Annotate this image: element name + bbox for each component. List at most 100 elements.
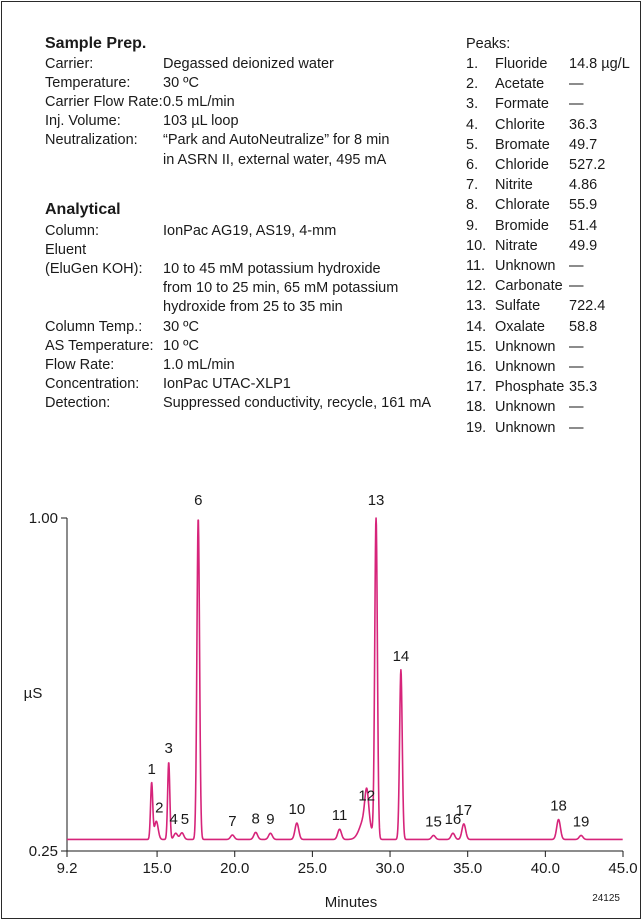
peak-name: Chlorite: [495, 116, 545, 133]
param-label: (EluGen KOH):: [45, 261, 143, 278]
param-label: Concentration:: [45, 375, 140, 392]
x-tick-label: 40.0: [531, 860, 560, 877]
peak-value: —: [569, 399, 584, 416]
param-value: 1.0 mL/min: [163, 356, 235, 373]
peak-value: 527.2: [569, 157, 606, 173]
param-value: Degassed deionized water: [163, 56, 334, 72]
peak-label: 9: [266, 811, 274, 828]
peak-value: —: [569, 76, 584, 93]
param-value: 30 ºC: [163, 318, 199, 335]
param-value: IonPac AG19, AS19, 4-mm: [163, 223, 337, 239]
peak-number: 16.: [466, 359, 487, 375]
peak-value: 55.9: [569, 197, 598, 214]
peak-value: —: [569, 419, 584, 436]
peak-number: 14.: [466, 318, 487, 335]
peak-label: 14: [393, 648, 410, 665]
peak-number: 8.: [466, 197, 479, 214]
peak-name: Bromide: [495, 217, 549, 234]
peak-label: 16: [445, 811, 462, 828]
param-label: Detection:: [45, 394, 111, 411]
peak-label: 4: [170, 811, 178, 828]
peak-number: 10.: [466, 237, 487, 254]
x-tick-label: 15.0: [142, 860, 171, 877]
peaks-title: Peaks:: [466, 36, 511, 52]
peak-number: 13.: [466, 298, 487, 315]
peak-value: —: [569, 258, 584, 274]
peak-value: 49.9: [569, 237, 598, 254]
peak-name: Fluoride: [495, 56, 548, 72]
peak-name: Sulfate: [495, 298, 541, 315]
peak-label: 7: [228, 813, 236, 830]
chromatogram-trace-group: [66, 517, 624, 841]
peak-label: 2: [155, 799, 163, 816]
peak-label: 5: [181, 811, 189, 828]
y-tick-label: 0.25: [29, 843, 58, 860]
peak-name: Unknown: [495, 399, 556, 416]
param-label: Column:: [45, 223, 99, 239]
peak-label: 19: [573, 813, 590, 830]
peak-value: 49.7: [569, 136, 598, 153]
peak-number: 9.: [466, 217, 479, 234]
peak-number: 15.: [466, 338, 487, 355]
peak-value: 4.86: [569, 177, 598, 194]
peak-label: 12: [358, 787, 375, 804]
param-label: Temperature:: [45, 75, 131, 92]
chromatogram-trace: [66, 517, 624, 841]
peak-name: Formate: [495, 96, 549, 113]
peak-name: Chlorate: [495, 197, 550, 214]
peak-label: 6: [194, 492, 202, 509]
param-value: 0.5 mL/min: [163, 94, 235, 111]
sample-prep-title: Sample Prep.: [45, 35, 147, 52]
y-axis-label: µS: [24, 685, 43, 702]
peak-name: Bromate: [495, 136, 550, 153]
peak-label: 18: [550, 797, 567, 814]
peak-name: Unknown: [495, 338, 556, 355]
param-label: Column Temp.:: [45, 318, 143, 335]
x-axis-label: Minutes: [325, 894, 378, 911]
peak-number: 3.: [466, 96, 479, 113]
peak-value: —: [569, 96, 584, 113]
param-value: from 10 to 25 min, 65 mM potassium: [163, 280, 399, 297]
peak-label: 15: [425, 813, 442, 830]
peak-value: 51.4: [569, 217, 598, 234]
x-tick-label: 45.0: [608, 860, 637, 877]
peak-value: 35.3: [569, 379, 598, 396]
param-value: IonPac UTAC-XLP1: [163, 375, 291, 392]
peak-number: 4.: [466, 116, 479, 133]
peak-value: 14.8 µg/L: [569, 56, 630, 72]
peak-value: —: [569, 278, 584, 295]
param-label: Eluent: [45, 242, 87, 259]
peak-label: 1: [147, 761, 155, 778]
peak-label: 11: [332, 807, 348, 824]
peak-number: 5.: [466, 136, 479, 153]
peak-number: 19.: [466, 419, 487, 436]
peak-number: 2.: [466, 76, 479, 93]
peak-value: —: [569, 338, 584, 355]
peak-label: 13: [368, 492, 385, 509]
peak-value: —: [569, 359, 584, 375]
peak-name: Unknown: [495, 258, 556, 274]
peak-value: 722.4: [569, 298, 606, 315]
peak-name: Nitrite: [495, 177, 533, 194]
param-label: Neutralization:: [45, 132, 138, 149]
param-value: in ASRN II, external water, 495 mA: [163, 151, 387, 168]
peak-number: 12.: [466, 278, 487, 295]
param-label: Flow Rate:: [45, 356, 115, 373]
peak-name: Phosphate: [495, 379, 565, 396]
peak-name: Oxalate: [495, 318, 545, 335]
peak-label: 8: [252, 810, 260, 827]
x-tick-label: 35.0: [453, 860, 482, 877]
peak-name: Chloride: [495, 157, 549, 173]
peak-label: 3: [165, 740, 173, 757]
param-label: Inj. Volume:: [45, 113, 121, 130]
x-tick-label: 30.0: [375, 860, 404, 877]
peak-name: Unknown: [495, 419, 556, 436]
param-value: 30 ºC: [163, 75, 199, 92]
param-label: Carrier:: [45, 56, 94, 72]
param-value: hydroxide from 25 to 35 min: [163, 299, 343, 316]
analytical-title: Analytical: [45, 201, 121, 218]
x-tick-label: 20.0: [220, 860, 249, 877]
peak-number: 18.: [466, 399, 487, 416]
